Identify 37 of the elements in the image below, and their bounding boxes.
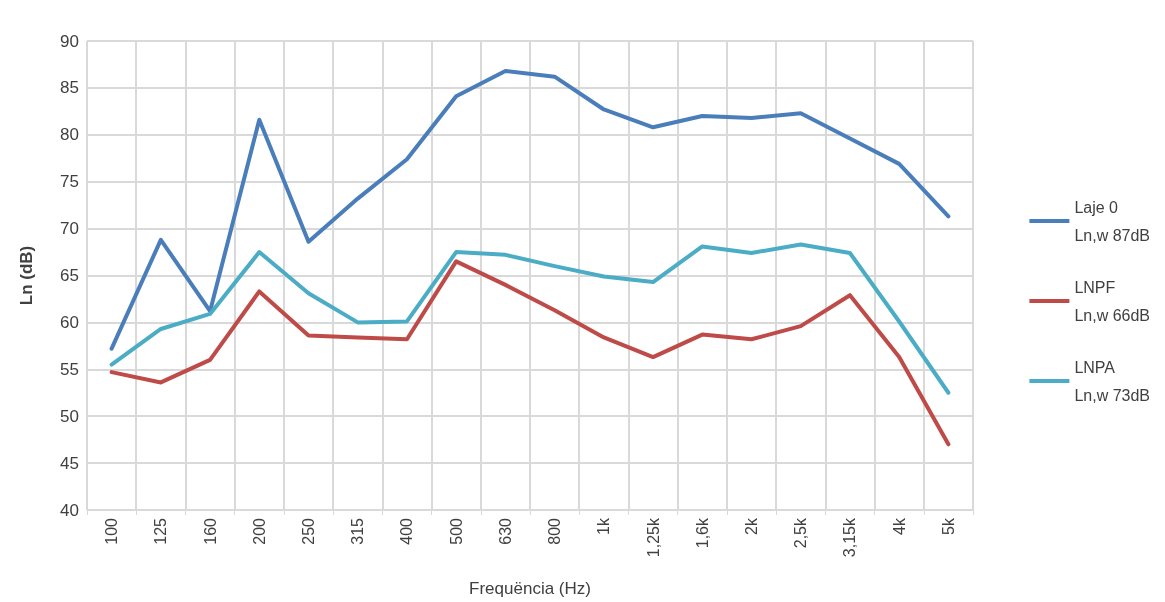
x-tick-label: 400: [398, 517, 416, 545]
y-tick-label: 40: [60, 500, 79, 520]
y-tick-label: 75: [60, 172, 79, 192]
line-series: [109, 69, 951, 351]
x-tick-label: 315: [349, 517, 367, 545]
x-axis-title: Frequëncia (Hz): [469, 579, 591, 598]
x-tick-label: 100: [103, 517, 121, 545]
y-axis-title: Ln (dB): [17, 245, 36, 306]
x-tick-label: 630: [496, 517, 514, 545]
x-tick-label: 160: [201, 517, 219, 545]
legend-label: Laje 0 Ln,w 87dB: [1074, 198, 1150, 244]
x-tick-label: 1,6k: [693, 517, 711, 549]
x-tick-label: 125: [152, 517, 170, 545]
y-tick-label: 50: [60, 406, 79, 426]
y-tick-label: 80: [60, 125, 79, 145]
x-tick-label: 500: [447, 517, 465, 545]
y-tick-label: 45: [60, 453, 79, 473]
legend-label: LNPF Ln,w 66dB: [1074, 278, 1150, 324]
x-tick-label: 3,15k: [841, 517, 859, 558]
line-series: [109, 242, 951, 395]
x-tick-label: 2,5k: [792, 517, 810, 549]
x-tick-label: 1,25k: [644, 517, 662, 558]
legend-label: LNPA Ln,w 73dB: [1074, 358, 1150, 404]
y-tick-label: 70: [60, 219, 79, 239]
y-tick-label: 90: [60, 31, 79, 51]
x-tick-label: 4k: [890, 517, 908, 535]
y-tick-label: 85: [60, 78, 79, 98]
y-tick-label: 60: [60, 312, 79, 332]
x-tick-label: 5k: [939, 517, 957, 535]
x-tick-label: 250: [300, 517, 317, 545]
x-tick-label: 2k: [743, 517, 760, 535]
y-tick-label: 65: [60, 266, 79, 285]
x-tick-label: 1k: [595, 517, 613, 535]
x-tick-label: 800: [546, 517, 564, 545]
line-series: [109, 259, 951, 447]
y-tick-label: 55: [60, 359, 79, 379]
x-tick-label: 200: [250, 517, 268, 545]
